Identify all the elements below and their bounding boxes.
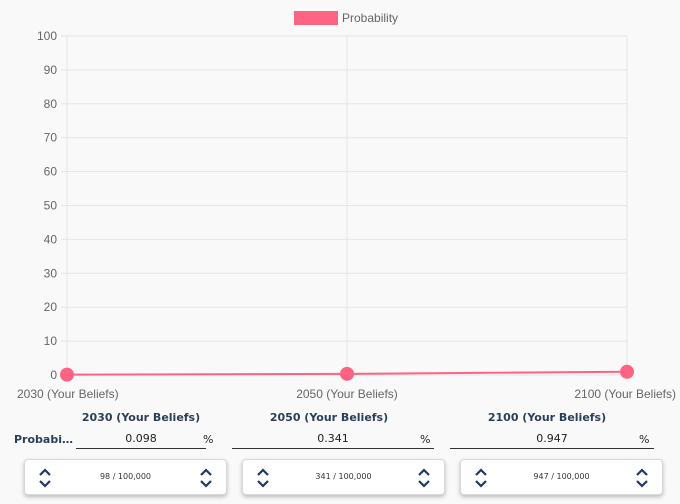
stepper-value: 341 / 100,000 bbox=[315, 472, 372, 481]
stepper-value: 98 / 100,000 bbox=[99, 472, 152, 481]
y-tick-label: 30 bbox=[44, 266, 58, 280]
column-header-2030: 2030 (Your Beliefs) bbox=[81, 411, 201, 424]
y-tick-label: 20 bbox=[44, 300, 58, 314]
y-tick-label: 60 bbox=[44, 165, 58, 179]
percent-unit: % bbox=[203, 433, 214, 446]
column-header-2050: 2050 (Your Beliefs) bbox=[269, 411, 389, 424]
percent-unit: % bbox=[639, 433, 650, 446]
column-header-2100: 2100 (Your Beliefs) bbox=[487, 411, 607, 424]
x-axis: 2030 (Your Beliefs) 2050 (Your Beliefs) 21… bbox=[17, 387, 676, 401]
legend-swatch-probability bbox=[294, 11, 338, 25]
series-probability bbox=[60, 364, 634, 382]
percent-unit: % bbox=[420, 433, 431, 446]
y-tick-label: 50 bbox=[44, 199, 58, 213]
up-down-chevron-icon[interactable] bbox=[37, 467, 53, 489]
up-down-chevron-icon[interactable] bbox=[416, 467, 432, 489]
up-down-chevron-icon[interactable] bbox=[473, 467, 489, 489]
stepper-value: 947 / 100,000 bbox=[533, 472, 590, 481]
chart-grid bbox=[61, 35, 628, 381]
stepper-2100[interactable]: 947 / 100,000 bbox=[460, 459, 663, 495]
probability-input-2030[interactable] bbox=[76, 429, 206, 449]
y-tick-label: 70 bbox=[44, 131, 58, 145]
up-down-chevron-icon[interactable] bbox=[198, 467, 214, 489]
data-point bbox=[60, 367, 74, 382]
data-point bbox=[620, 364, 634, 379]
chart-legend[interactable]: Probability bbox=[294, 11, 398, 25]
y-tick-label: 10 bbox=[44, 334, 58, 348]
up-down-chevron-icon[interactable] bbox=[634, 467, 650, 489]
x-tick-label: 2030 (Your Beliefs) bbox=[17, 387, 119, 401]
probability-chart: Probability 0 10 20 30 40 50 60 70 80 90 100 2030 … bbox=[17, 11, 676, 401]
y-tick-label: 80 bbox=[44, 97, 58, 111]
row-label-probability: Probabilit... bbox=[14, 433, 76, 446]
x-tick-label: 2100 (Your Beliefs) bbox=[574, 387, 676, 401]
up-down-chevron-icon[interactable] bbox=[255, 467, 271, 489]
data-point bbox=[340, 366, 354, 381]
x-tick-label: 2050 (Your Beliefs) bbox=[296, 387, 398, 401]
probability-input-2100[interactable] bbox=[450, 429, 654, 449]
stepper-2050[interactable]: 341 / 100,000 bbox=[242, 459, 445, 495]
y-tick-label: 40 bbox=[44, 232, 58, 246]
y-tick-label: 90 bbox=[44, 63, 58, 77]
legend-label: Probability bbox=[342, 11, 398, 25]
y-tick-label: 0 bbox=[50, 368, 57, 382]
probability-input-2050[interactable] bbox=[232, 429, 434, 449]
y-axis: 0 10 20 30 40 50 60 70 80 90 100 bbox=[37, 29, 57, 382]
stepper-2030[interactable]: 98 / 100,000 bbox=[24, 459, 227, 495]
y-tick-label: 100 bbox=[37, 29, 57, 43]
